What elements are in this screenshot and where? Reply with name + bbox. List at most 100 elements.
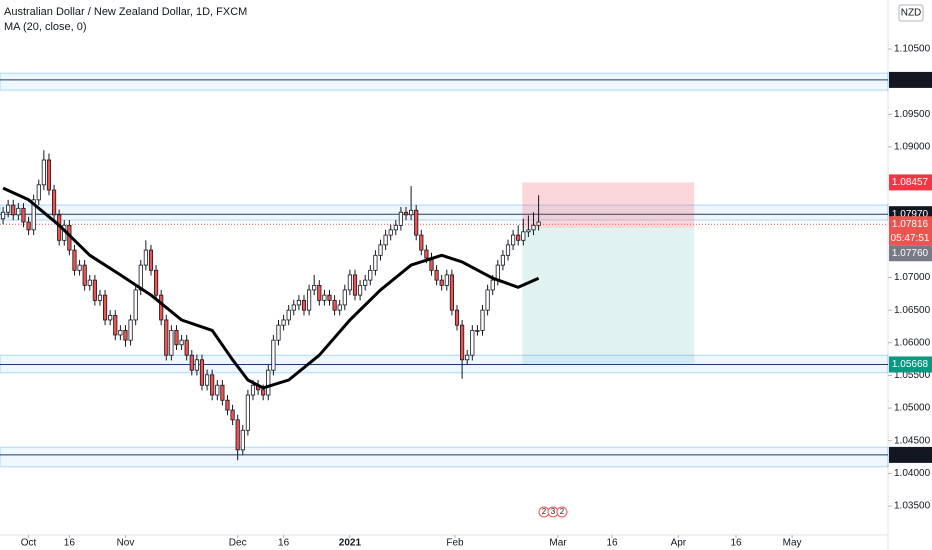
candle-body [148,249,154,271]
candle-body [317,284,322,301]
y-tick-label: 1.06500 [894,305,931,316]
candle-body [77,264,82,271]
candle-body [102,294,108,321]
candle-body [505,244,511,256]
x-tick-label: Oct [21,538,37,549]
level-tag-bg [889,71,932,88]
candle-body [6,204,11,213]
candle-body [11,204,16,216]
level-band [0,72,889,91]
candle-body [113,314,118,336]
candle-body [108,314,113,321]
candle-body [271,339,276,371]
candle-body [444,274,449,286]
candle-body [240,429,245,451]
x-tick-label: 16 [278,538,290,549]
candle-body [526,229,531,233]
indicator-label: MA (20, close, 0) [4,21,87,33]
stop-zone [522,182,695,228]
candle-body [434,269,439,281]
candle-body [215,384,220,396]
candle-body [97,294,103,301]
last-price-tag-bg [889,216,932,233]
y-tick-label: 1.04000 [894,468,931,479]
candle-body [393,224,398,231]
candle-body [235,419,240,451]
countdown: 05:47:51 [891,233,930,244]
y-tick-label: 1.10500 [894,44,931,55]
x-tick-label: Feb [446,538,464,549]
x-tick-label: 2021 [339,538,362,549]
candle-body [419,234,424,251]
x-tick-label: Dec [229,538,247,549]
stop-tag-bg [889,174,932,191]
candle-body [495,264,500,281]
y-tick-label: 1.05000 [894,403,931,414]
y-tick-label: 1.04500 [894,435,931,446]
candle-body [480,309,485,331]
candle-body [36,184,41,201]
candle-body [199,359,205,386]
x-tick-label: 16 [730,538,742,549]
candle-body [383,234,388,246]
entry-tag-bg [889,245,932,262]
candle-body [281,319,286,326]
candle-body [403,211,409,216]
candle-body [153,269,159,296]
candle-body [470,330,475,356]
x-tick-label: May [783,538,802,549]
y-tick-label: 1.07000 [894,272,931,283]
candle-body [465,354,470,361]
candle-body [123,330,128,341]
candle-body [531,224,536,231]
candle-body [368,269,373,281]
event-badge [556,506,568,518]
candle-body [322,294,327,301]
candle-body [16,207,21,216]
candle-body [245,394,250,431]
event-badge-label: 2 [542,507,547,516]
candle-body [516,234,521,241]
y-tick-label: 1.05500 [894,370,931,381]
currency-badge[interactable] [898,4,924,22]
candle-body [82,264,87,286]
candle-body [46,159,52,191]
candle-body [449,274,454,311]
level-band [0,446,889,468]
candle-body [230,409,235,421]
candle-body [373,254,378,271]
candle-body [485,289,490,311]
level-band [0,204,889,221]
x-tick-label: 16 [64,538,76,549]
level-tag: 1.07970 [892,209,929,220]
entry-tag: 1.07760 [892,248,929,259]
y-tick-label: 1.06000 [894,337,931,348]
candle-body [454,309,460,326]
last-price-tag: 1.07816 [892,219,929,230]
level-tag-bg [889,446,932,463]
moving-average [2,186,540,390]
candle-body [21,207,26,223]
candle-body [460,324,465,361]
candle-body [220,384,225,401]
candle-body [174,330,179,346]
x-tick-label: Mar [549,538,567,549]
candle-body [342,289,347,306]
candle-body [414,209,419,236]
candle-body [87,279,92,286]
candle-body [51,189,57,216]
candle-body [378,244,383,256]
candle-body [424,249,429,259]
candle-body [261,389,266,396]
candle-body [301,299,307,311]
event-badge-label: 3 [551,507,556,516]
candle-body [358,284,363,296]
candle-body [500,254,505,266]
candle-body [210,374,215,396]
candle-body [296,299,301,306]
candle-body [143,249,148,266]
candle-body [327,294,332,301]
candle-body [225,399,230,411]
currency-label[interactable]: NZD [901,8,922,19]
candle-body [31,199,36,231]
